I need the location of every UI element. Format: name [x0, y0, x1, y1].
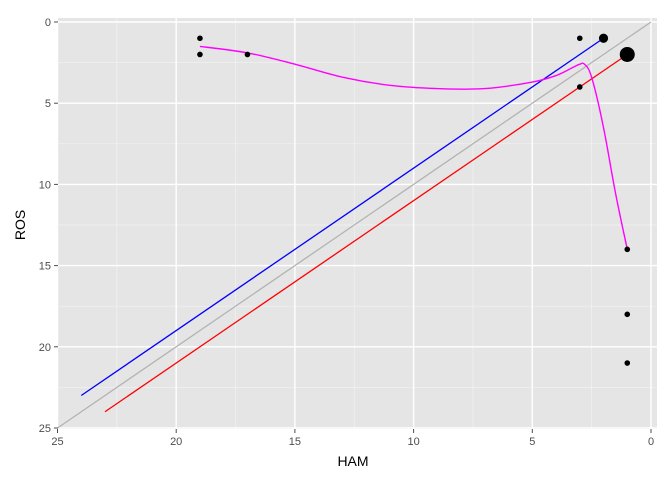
x-tick-label: 5 — [529, 436, 535, 448]
minor-gridlines — [58, 18, 657, 429]
smooth-curve-layer — [199, 45, 628, 250]
x-tick-label: 10 — [407, 436, 419, 448]
data-points — [197, 33, 635, 366]
x-axis-title: HAM — [337, 453, 368, 469]
data-point — [598, 33, 609, 43]
x-tick-label: 0 — [648, 436, 654, 448]
data-point — [197, 51, 203, 58]
x-axis-ticks: 25 20 15 10 5 0 — [51, 429, 654, 448]
y-tick-label: 5 — [45, 98, 51, 110]
major-gridlines — [56, 18, 657, 429]
y-tick-label: 20 — [39, 342, 51, 354]
data-point — [624, 311, 631, 318]
y-tick-label: 25 — [39, 423, 51, 435]
reference-lines — [57, 21, 652, 429]
y-tick-label: 15 — [39, 261, 51, 273]
x-tick-label: 25 — [51, 436, 63, 448]
data-point — [244, 51, 251, 58]
x-tick-label: 20 — [170, 436, 182, 448]
y-axis-ticks: 0 5 10 15 20 25 — [39, 17, 58, 435]
data-point — [624, 246, 631, 253]
y-axis-title: ROS — [12, 210, 28, 240]
data-point — [624, 360, 631, 366]
data-point — [576, 84, 583, 90]
reference-line-upper-offset — [80, 37, 604, 397]
data-point — [619, 46, 635, 62]
reference-line-lower-offset — [104, 53, 628, 413]
data-point — [197, 35, 203, 42]
smooth-curve — [199, 45, 628, 250]
data-point — [576, 35, 583, 42]
y-tick-label: 10 — [39, 179, 51, 191]
reference-line-identity — [57, 21, 652, 429]
y-tick-label: 0 — [45, 17, 51, 29]
x-tick-label: 15 — [289, 436, 301, 448]
